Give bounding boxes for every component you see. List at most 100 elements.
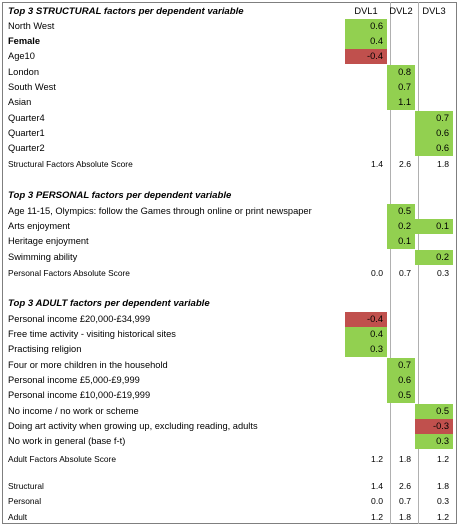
value-cell-dvl3: 1.2 xyxy=(437,512,449,522)
row-label: Female xyxy=(8,36,41,46)
value-cell-dvl3: -0.3 xyxy=(415,419,453,434)
value-cell-dvl3 xyxy=(415,49,453,64)
value-cell-dvl1: 1.4 xyxy=(371,159,383,169)
value-cell-dvl2: 0.5 xyxy=(387,204,415,219)
value-cell-dvl2: 1.8 xyxy=(399,512,411,522)
value-cell-dvl3: 0.2 xyxy=(415,250,453,265)
factor-row: Personal income £20,000-£34,999 -0.4 xyxy=(3,312,456,327)
row-label: Swimming ability xyxy=(8,252,78,262)
row-label: South West xyxy=(8,82,56,92)
value-cell-dvl1 xyxy=(345,419,387,434)
value-cell-dvl1: 0.0 xyxy=(371,496,383,506)
section-header-row: Top 3 ADULT factors per dependent variab… xyxy=(3,296,456,311)
row-label: Personal xyxy=(8,496,42,506)
value-cell-dvl1: 1.2 xyxy=(371,454,383,464)
value-cell-dvl3: 1.8 xyxy=(437,481,449,491)
row-label: Adult Factors Absolute Score xyxy=(8,454,116,464)
factor-row: Practising religion 0.3 xyxy=(3,342,456,357)
value-cell-dvl3 xyxy=(415,358,453,373)
score-row: Personal Factors Absolute Score 0.0 0.7 0.3 xyxy=(3,266,456,281)
row-label: Quarter2 xyxy=(8,143,45,153)
value-cell-dvl1 xyxy=(345,126,387,141)
value-cell-dvl2: 0.7 xyxy=(387,358,415,373)
value-cell-dvl1: 1.4 xyxy=(371,481,383,491)
value-cell-dvl1 xyxy=(345,204,387,219)
value-cell-dvl2 xyxy=(387,342,415,357)
factor-row: Personal income £10,000-£19,999 0.5 xyxy=(3,388,456,403)
value-cell-dvl3: 0.3 xyxy=(415,434,453,449)
value-cell-dvl1 xyxy=(345,404,387,419)
factor-row: Female 0.4 xyxy=(3,34,456,49)
section-title: Top 3 STRUCTURAL factors per dependent v… xyxy=(8,6,244,17)
row-label: London xyxy=(8,67,40,77)
column-header-dvl2 xyxy=(387,188,415,203)
value-cell-dvl3 xyxy=(415,388,453,403)
value-cell-dvl2: 2.6 xyxy=(399,159,411,169)
table-border xyxy=(2,2,457,524)
factor-row: Heritage enjoyment 0.1 xyxy=(3,234,456,249)
row-label: Structural xyxy=(8,481,44,491)
value-cell-dvl3 xyxy=(415,204,453,219)
value-cell-dvl3: 0.7 xyxy=(415,111,453,126)
score-row: Adult Factors Absolute Score 1.2 1.8 1.2 xyxy=(3,452,456,467)
factor-row: Swimming ability 0.2 xyxy=(3,250,456,265)
value-cell-dvl2: 0.7 xyxy=(399,268,411,278)
value-cell-dvl3: 0.3 xyxy=(437,496,449,506)
row-label: Age 11-15, Olympics: follow the Games th… xyxy=(8,206,312,216)
row-label: Structural Factors Absolute Score xyxy=(8,159,133,169)
value-cell-dvl2: 2.6 xyxy=(399,481,411,491)
value-cell-dvl1: 0.4 xyxy=(345,327,387,342)
section-header-row: Top 3 PERSONAL factors per dependent var… xyxy=(3,188,456,203)
factor-row: Arts enjoyment 0.2 0.1 xyxy=(3,219,456,234)
factor-row: North West 0.6 xyxy=(3,19,456,34)
value-cell-dvl3 xyxy=(415,34,453,49)
value-cell-dvl2 xyxy=(387,434,415,449)
value-cell-dvl2 xyxy=(387,419,415,434)
value-cell-dvl1: 0.3 xyxy=(345,342,387,357)
value-cell-dvl1 xyxy=(345,219,387,234)
value-cell-dvl3: 1.8 xyxy=(437,159,449,169)
factor-row: South West 0.7 xyxy=(3,80,456,95)
factor-row: Asian 1.1 xyxy=(3,95,456,110)
column-header-dvl1: DVL1 xyxy=(354,6,378,16)
value-cell-dvl1: -0.4 xyxy=(345,312,387,327)
row-label: Adult xyxy=(8,512,28,522)
value-cell-dvl1 xyxy=(345,111,387,126)
row-label: Personal Factors Absolute Score xyxy=(8,268,130,278)
section-header-row: Top 3 STRUCTURAL factors per dependent v… xyxy=(3,4,456,19)
value-cell-dvl3 xyxy=(415,312,453,327)
factor-row: Quarter2 0.6 xyxy=(3,141,456,156)
value-cell-dvl3: 0.1 xyxy=(415,219,453,234)
row-label: Practising religion xyxy=(8,344,82,354)
summary-row: Adult 1.2 1.8 1.2 xyxy=(3,510,456,525)
row-label: Four or more children in the household xyxy=(8,360,168,370)
row-label: No work in general (base f-t) xyxy=(8,436,126,446)
row-label: Asian xyxy=(8,97,32,107)
value-cell-dvl2: 0.7 xyxy=(399,496,411,506)
column-header-dvl2 xyxy=(387,296,415,311)
row-label: Personal income £10,000-£19,999 xyxy=(8,390,151,400)
factor-row: Quarter4 0.7 xyxy=(3,111,456,126)
factor-row: No work in general (base f-t) 0.3 xyxy=(3,434,456,449)
value-cell-dvl1 xyxy=(345,434,387,449)
value-cell-dvl2: 0.6 xyxy=(387,373,415,388)
value-cell-dvl2: 1.8 xyxy=(399,454,411,464)
row-label: Free time activity - visiting historical… xyxy=(8,329,176,339)
factor-row: London 0.8 xyxy=(3,65,456,80)
value-cell-dvl3 xyxy=(415,80,453,95)
row-label: Doing art activity when growing up, excl… xyxy=(8,421,258,431)
value-cell-dvl1: 1.2 xyxy=(371,512,383,522)
value-cell-dvl1 xyxy=(345,388,387,403)
row-label: Personal income £20,000-£34,999 xyxy=(8,314,151,324)
factor-row: Age10 -0.4 xyxy=(3,49,456,64)
value-cell-dvl3: 0.6 xyxy=(415,141,453,156)
column-header-dvl1 xyxy=(345,296,387,311)
row-label: Personal income £5,000-£9,999 xyxy=(8,375,140,385)
value-cell-dvl2 xyxy=(387,49,415,64)
row-label: Heritage enjoyment xyxy=(8,236,89,246)
value-cell-dvl2 xyxy=(387,141,415,156)
value-cell-dvl2: 0.2 xyxy=(387,219,415,234)
section-title: Top 3 ADULT factors per dependent variab… xyxy=(8,298,210,309)
row-label: Age10 xyxy=(8,51,35,61)
